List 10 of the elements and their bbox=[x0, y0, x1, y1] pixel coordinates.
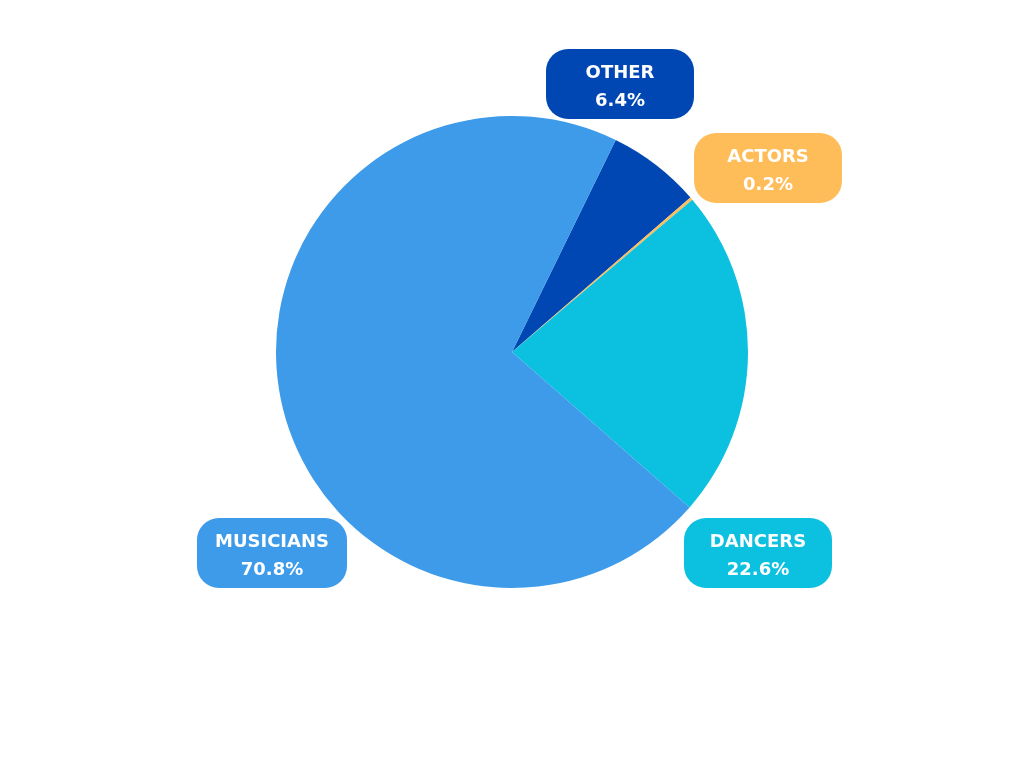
pie-slice bbox=[512, 140, 691, 352]
data-label: 22.6% bbox=[726, 558, 790, 579]
pie-slice bbox=[512, 199, 748, 508]
data-label: 0.2% bbox=[743, 173, 793, 194]
slice-label: MUSICIANS bbox=[214, 530, 330, 551]
slice-label: DANCERS bbox=[709, 530, 807, 551]
data-label: 70.8% bbox=[240, 558, 304, 579]
data-label: 6.4% bbox=[595, 89, 645, 110]
slice-label: OTHER bbox=[585, 61, 655, 82]
slice-label: ACTORS bbox=[727, 145, 809, 166]
